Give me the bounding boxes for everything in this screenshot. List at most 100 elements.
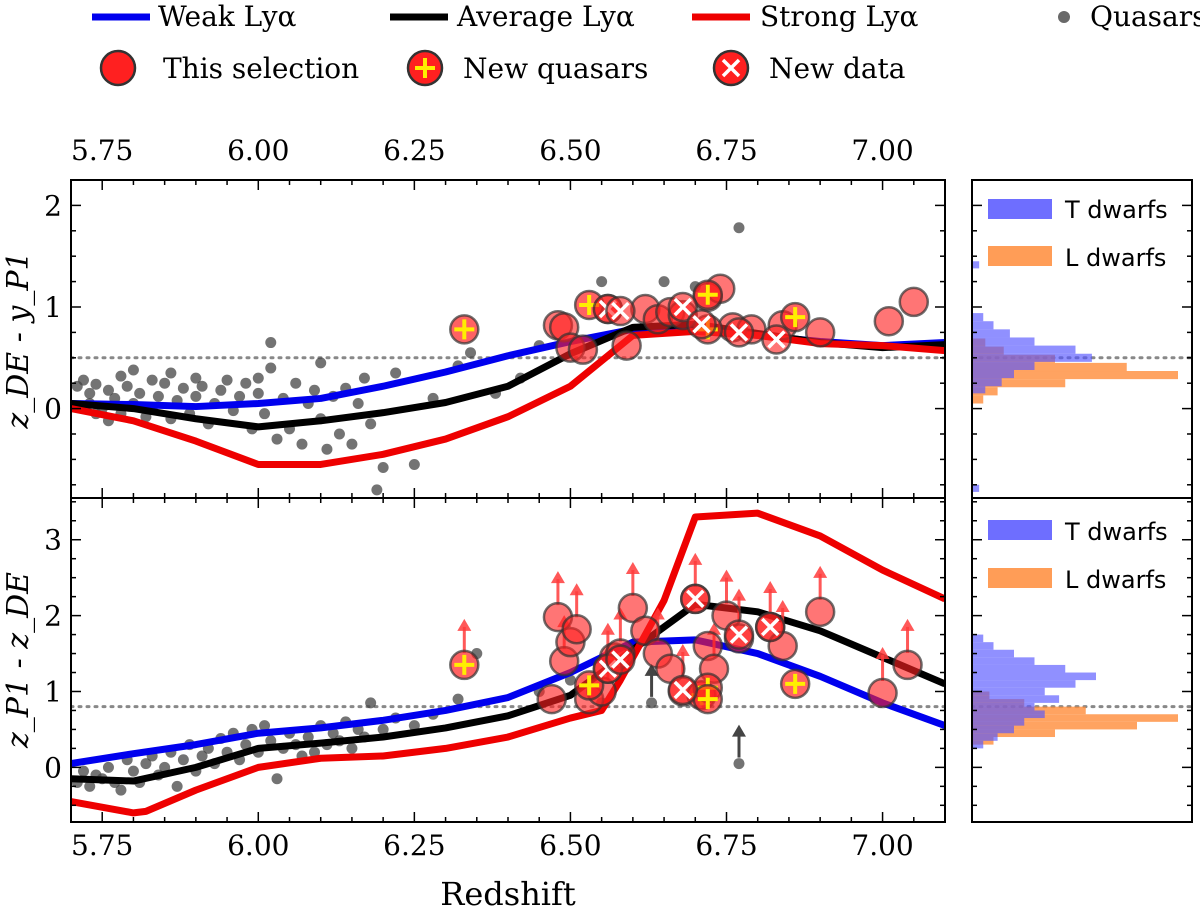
new-quasar-plus (454, 654, 475, 675)
quasar-point (102, 384, 114, 396)
quasar-point (240, 377, 252, 389)
new-quasar-plus (785, 673, 806, 694)
t-dwarf-bar (973, 261, 980, 269)
quasar-point (346, 438, 358, 450)
quasar-point (159, 377, 171, 389)
legend-quasars-label: Quasars (1090, 0, 1200, 33)
t-dwarf-bar (973, 329, 1010, 338)
selection-point (898, 286, 930, 318)
new-data-cross (611, 301, 630, 321)
new-data-cross (673, 297, 693, 317)
upper-limit-arrowhead (650, 607, 665, 620)
legend-new-quasars[interactable]: New quasars (406, 49, 648, 87)
upper-limit-arrowhead (625, 562, 640, 575)
quasar-point (121, 380, 133, 392)
cross-icon (721, 58, 741, 78)
quasar-point (408, 458, 420, 470)
legend-weak-label: Weak Lyα (158, 0, 297, 33)
quasar-point (140, 758, 152, 770)
legend-strong[interactable]: Strong Lyα (692, 0, 918, 33)
quasar-point (152, 390, 164, 402)
plus-icon (415, 58, 435, 78)
top-hist-legend-t-label: T dwarfs (1064, 196, 1168, 224)
bottom-hist-legend-l-label: L dwarfs (1065, 566, 1166, 594)
quasar-point (308, 384, 320, 396)
bottom-series-average (71, 600, 945, 785)
bottom-x-tick-label: 6.25 (383, 829, 445, 862)
bottom-hist-legend-l-swatch (988, 568, 1052, 588)
t-dwarf-bar (973, 484, 980, 492)
new-quasar-plus (579, 675, 600, 696)
quasar-point (377, 462, 389, 474)
quasar-point (302, 731, 314, 743)
top-x-tick-label: 6.00 (227, 134, 289, 167)
selection-point (630, 615, 661, 647)
legend-average-label: Average Lyα (456, 0, 635, 33)
selection-point (617, 592, 649, 624)
bottom-plot-area (71, 509, 945, 817)
legend-average[interactable]: Average Lyα (390, 0, 635, 33)
quasar-point (77, 374, 89, 386)
t-dwarf-bar (973, 634, 984, 643)
quasar-point (252, 372, 264, 384)
quasar-point (271, 773, 283, 785)
quasar-point (221, 374, 233, 386)
top-y-tick-label: 1 (44, 291, 62, 324)
t-dwarf-bar (973, 369, 1014, 379)
bottom-hist-legend-t-swatch (988, 520, 1052, 540)
quasar-point (146, 374, 158, 386)
top-x-tick-label: 6.50 (539, 134, 601, 167)
quasar-point (315, 357, 327, 369)
bottom-x-tick-label: 6.50 (539, 829, 601, 862)
quasar-point (127, 364, 139, 376)
quasar-point (265, 337, 277, 349)
selection-point (611, 330, 642, 361)
upper-limit-arrowhead (457, 618, 472, 631)
quasar-point (234, 390, 246, 402)
t-dwarf-bar (973, 313, 984, 322)
legend-quasars[interactable]: Quasars (1058, 0, 1200, 33)
t-dwarf-bar (973, 710, 1045, 719)
bottom-y-axis-label: z_P1 - z_DE (1, 572, 36, 749)
legend-strong-label: Strong Lyα (760, 0, 918, 33)
top-y-tick-label: 0 (44, 393, 62, 426)
quasar-point (452, 693, 464, 705)
bottom-hist-legend-t-label: T dwarfs (1064, 518, 1168, 546)
upper-limit-arrowhead (813, 565, 828, 578)
quasar-point (259, 720, 271, 732)
quasar-point (265, 735, 277, 747)
bottom-y-tick-label: 1 (44, 675, 62, 708)
t-dwarf-bar (973, 337, 1035, 346)
quasar-point (358, 372, 370, 384)
legend-quasars-swatch (1058, 11, 1070, 23)
quasar-point (658, 276, 670, 288)
quasar-point (308, 746, 320, 758)
upper-limit-arrowhead (875, 647, 890, 660)
quasar-point (296, 438, 308, 450)
legend-selection[interactable]: This selection (99, 49, 359, 87)
t-dwarf-bar (973, 695, 1060, 703)
top-x-tick-label: 6.75 (695, 134, 757, 167)
l-dwarf-bar (973, 362, 1127, 372)
legend-new-data[interactable]: New data (712, 49, 906, 87)
quasar-point (333, 428, 345, 440)
new-data-cross (673, 680, 693, 700)
quasar-point (321, 443, 333, 455)
legend-weak[interactable]: Weak Lyα (92, 0, 297, 33)
t-dwarf-bar (973, 361, 1035, 370)
bottom-y-tick-label: 3 (44, 524, 62, 557)
bottom-x-tick-label: 7.00 (851, 829, 913, 862)
bottom-histogram-area (972, 634, 1192, 749)
upper-limit-arrowhead (775, 599, 790, 612)
quasar-point (177, 754, 189, 766)
t-dwarf-bar (973, 657, 1035, 665)
top-y-tick-label: 2 (44, 189, 62, 222)
x-axis-label: Redshift (440, 875, 576, 913)
bottom-y-tick-labels: 0 1 2 3 (44, 524, 62, 785)
upper-limit-arrowhead (569, 583, 584, 596)
quasar-point (733, 222, 745, 234)
quasar-point (265, 362, 277, 374)
bottom-y-tick-label: 2 (44, 600, 62, 633)
l-dwarf-bar (973, 379, 1066, 388)
